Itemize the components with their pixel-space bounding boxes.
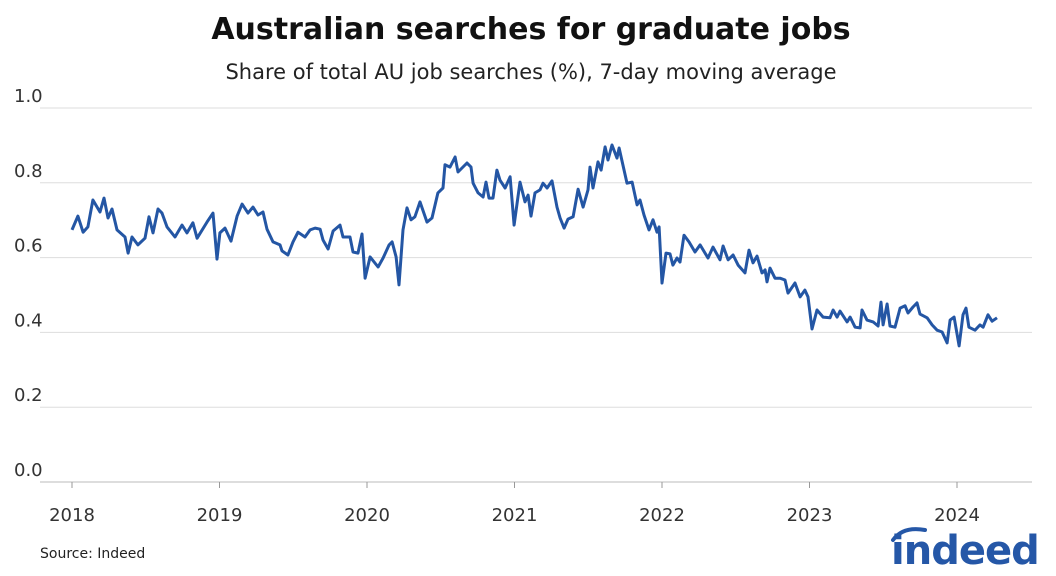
- x-tick-label: 2024: [934, 505, 980, 526]
- y-tick-label: 0.6: [14, 236, 43, 257]
- x-tick-label: 2019: [197, 505, 243, 526]
- svg-text:indeed: indeed: [891, 528, 1039, 570]
- series-group: [70, 143, 998, 348]
- x-tick-label: 2020: [344, 505, 390, 526]
- chart-title: Australian searches for graduate jobs: [211, 12, 851, 47]
- x-tick-label: 2023: [787, 505, 833, 526]
- y-tick-label: 0.8: [14, 161, 43, 182]
- y-tick-label: 0.0: [14, 460, 43, 481]
- indeed-logo: indeed: [885, 524, 1040, 574]
- series-line: [70, 143, 998, 348]
- x-tick-label: 2021: [492, 505, 538, 526]
- x-tick-label: 2022: [639, 505, 685, 526]
- x-axis-ticks: 2018 2019 2020 2021 2022 2023 2024: [49, 482, 980, 526]
- gridlines: [40, 107, 1032, 483]
- y-tick-label: 0.2: [14, 385, 43, 406]
- x-tick-label: 2018: [49, 505, 95, 526]
- y-tick-label: 1.0: [14, 86, 43, 107]
- y-axis-ticks: 0.0 0.2 0.4 0.6 0.8 1.0: [14, 86, 43, 481]
- y-tick-label: 0.4: [14, 310, 43, 331]
- chart-subtitle: Share of total AU job searches (%), 7-da…: [225, 60, 837, 84]
- source-note: Source: Indeed: [40, 546, 146, 562]
